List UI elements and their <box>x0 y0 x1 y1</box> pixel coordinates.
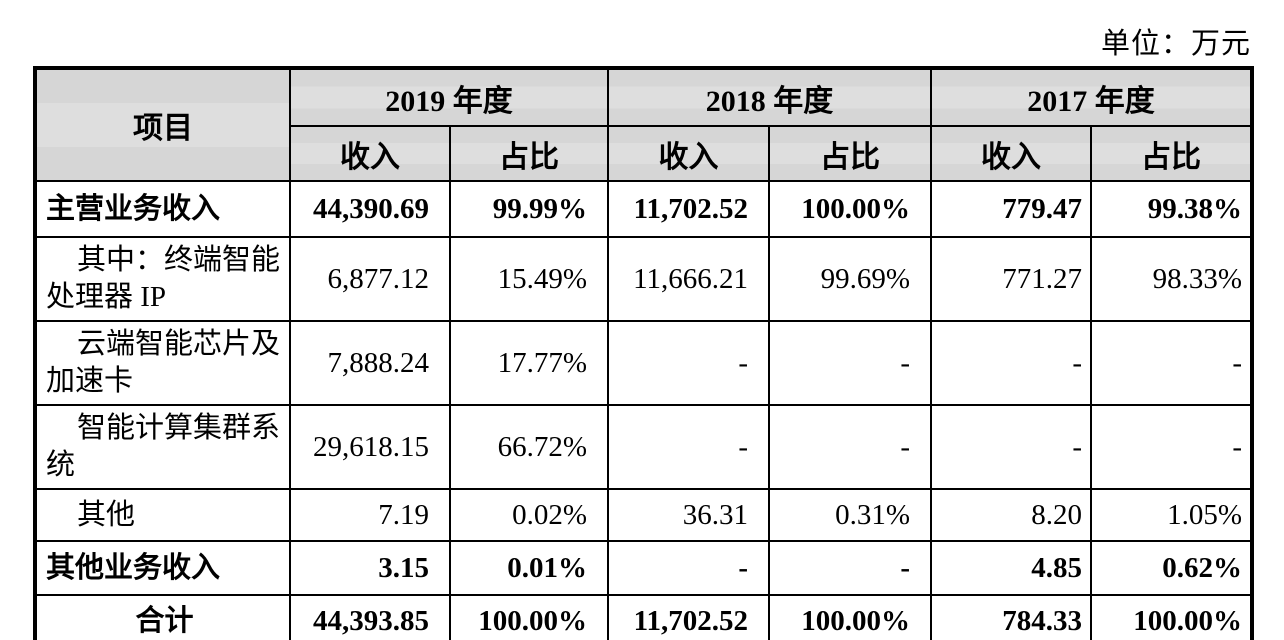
unit-label: 单位：万元 <box>1100 28 1251 60</box>
cell-value: 0.01% <box>449 540 609 596</box>
header-sub-revenue-2019: 收入 <box>289 125 451 182</box>
cell-value: 11,702.52 <box>607 594 770 640</box>
header-sub-row: 收入 占比 收入 占比 收入 占比 <box>35 125 1253 182</box>
cell-value: - <box>607 404 770 490</box>
row-label: 其他业务收入 <box>34 540 291 596</box>
cell-value: 100.00% <box>768 180 932 238</box>
header-sub-share-2018: 占比 <box>768 125 932 182</box>
cell-value: - <box>607 320 770 406</box>
cell-value: 36.31 <box>607 488 770 542</box>
row-label: 合计 <box>34 594 291 640</box>
cell-value: 99.99% <box>449 180 609 238</box>
cell-value: - <box>930 404 1092 490</box>
header-item: 项目 <box>34 67 291 182</box>
table-row: 智能计算集群系 统 29,618.15 66.72% - - - - <box>34 404 1253 490</box>
cell-value: 17.77% <box>449 320 609 406</box>
row-label: 主营业务收入 <box>34 180 291 238</box>
header-sub-share-2019: 占比 <box>449 125 609 182</box>
cell-value: 8.20 <box>930 488 1092 542</box>
header-year-row: 项目 2019 年度 2018 年度 2017 年度 <box>34 67 1253 182</box>
cell-value: 7,888.24 <box>289 320 451 406</box>
cell-value: 66.72% <box>449 404 609 490</box>
cell-value: 44,390.69 <box>289 180 451 238</box>
cell-value: 11,666.21 <box>607 236 770 322</box>
cell-value: 0.62% <box>1090 540 1253 596</box>
cell-value: 4.85 <box>930 540 1092 596</box>
cell-value: - <box>607 540 770 596</box>
cell-value: 100.00% <box>449 594 609 640</box>
cell-value: 771.27 <box>930 236 1092 322</box>
cell-value: 6,877.12 <box>289 236 451 322</box>
cell-value: 3.15 <box>289 540 451 596</box>
row-label: 其中：终端智能 处理器 IP <box>34 236 291 322</box>
cell-value: - <box>768 320 932 406</box>
table-row: 其他 7.19 0.02% 36.31 0.31% 8.20 1.05% <box>34 488 1253 542</box>
cell-value: 99.38% <box>1090 180 1253 238</box>
cell-value: - <box>768 540 932 596</box>
cell-value: 29,618.15 <box>289 404 451 490</box>
cell-value: - <box>930 320 1092 406</box>
cell-value: 0.31% <box>768 488 932 542</box>
cell-value: 100.00% <box>1090 594 1253 640</box>
row-label: 其他 <box>34 488 291 542</box>
cell-value: 1.05% <box>1090 488 1253 542</box>
table-row: 其中：终端智能 处理器 IP 6,877.12 15.49% 11,666.21 99.… <box>34 236 1253 322</box>
cell-value: 779.47 <box>930 180 1092 238</box>
cell-value: - <box>768 404 932 490</box>
cell-value: 15.49% <box>449 236 609 322</box>
table-row: 云端智能芯片及 加速卡 7,888.24 17.77% - - - - <box>34 320 1253 406</box>
header-sub-revenue-2018: 收入 <box>607 125 770 182</box>
table-row: 主营业务收入 44,390.69 99.99% 11,702.52 100.00% 779… <box>34 180 1253 238</box>
header-year-2017: 2017 年度 <box>930 67 1253 127</box>
header-year-2018: 2018 年度 <box>607 67 932 127</box>
row-label: 智能计算集群系 统 <box>34 404 291 490</box>
header-sub-share-2017: 占比 <box>1090 125 1253 182</box>
row-label: 云端智能芯片及 加速卡 <box>34 320 291 406</box>
cell-value: 11,702.52 <box>607 180 770 238</box>
cell-value: 100.00% <box>768 594 932 640</box>
cell-value: 98.33% <box>1090 236 1253 322</box>
cell-value: 7.19 <box>289 488 451 542</box>
cell-value: 99.69% <box>768 236 932 322</box>
cell-value: 44,393.85 <box>289 594 451 640</box>
table-row: 合计 44,393.85 100.00% 11,702.52 100.00% 784.33… <box>34 594 1253 640</box>
cell-value: - <box>1090 320 1253 406</box>
cell-value: 0.02% <box>449 488 609 542</box>
table-body: 主营业务收入 44,390.69 99.99% 11,702.52 100.00% 779… <box>34 180 1253 640</box>
cell-value: 784.33 <box>930 594 1092 640</box>
table-row: 其他业务收入 3.15 0.01% - -4.85 0.62% <box>34 540 1253 596</box>
cell-value: - <box>1090 404 1253 490</box>
header-year-2019: 2019 年度 <box>289 67 609 127</box>
revenue-table: 项目 2019 年度 2018 年度 2017 年度 收入 占比 收入 占比 收… <box>33 66 1254 640</box>
header-sub-revenue-2017: 收入 <box>930 125 1092 182</box>
table-header: 项目 2019 年度 2018 年度 2017 年度 收入 占比 收入 占比 收… <box>34 67 1253 182</box>
